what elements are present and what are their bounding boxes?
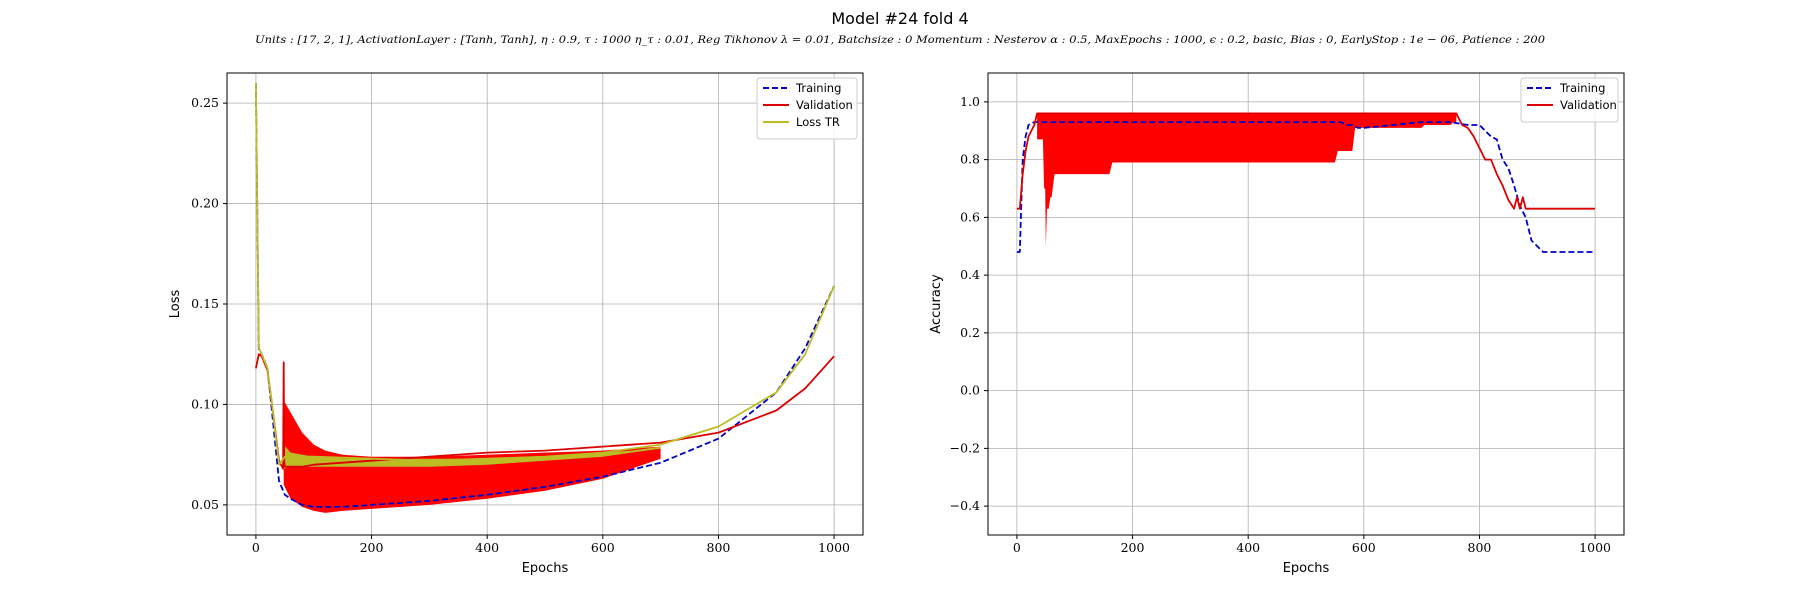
legend-label: Loss TR	[796, 115, 840, 129]
y-tick-label: 0.2	[960, 325, 980, 340]
figure-title: Model #24 fold 4	[831, 9, 968, 28]
x-tick-label: 0	[252, 540, 260, 555]
accuracy-series-validation	[1016, 112, 1596, 210]
loss-data-layer	[255, 82, 835, 513]
accuracy-data-layer	[1016, 112, 1596, 253]
accuracy-legend: Training Validation	[1520, 77, 1619, 123]
y-tick-label: 0.6	[960, 209, 980, 224]
legend-label: Validation	[1560, 98, 1617, 112]
x-tick-label: 200	[360, 540, 384, 555]
legend-label: Validation	[796, 98, 853, 112]
x-tick-label: 200	[1121, 540, 1145, 555]
x-tick-label: 400	[1236, 540, 1260, 555]
accuracy-axes-frame	[987, 72, 1625, 536]
x-tick-label: 600	[1352, 540, 1376, 555]
loss-legend: Training Validation Loss TR	[756, 77, 858, 140]
x-tick-label: 0	[1013, 540, 1021, 555]
y-tick-label: 0.8	[960, 152, 980, 167]
y-tick-label: 0.15	[191, 296, 219, 311]
loss-band-1	[283, 444, 661, 469]
figure-subtitle: Units : [17, 2, 1], ActivationLayer : [T…	[255, 34, 1545, 46]
y-tick-label: 0.0	[960, 383, 980, 398]
accuracy-chart: 0 200 400 600 800 1000 −0.4 −0.2 0.0 0.2 0.4 0.6 0.8…	[929, 72, 1625, 576]
x-tick-label: 400	[475, 540, 499, 555]
x-tick-label: 1000	[818, 540, 850, 555]
y-tick-label: −0.2	[950, 440, 980, 455]
loss-series-validation	[255, 353, 835, 470]
x-tick-label: 600	[591, 540, 615, 555]
loss-y-axis-label: Loss	[168, 290, 183, 319]
loss-x-axis-label: Epochs	[522, 561, 569, 576]
y-tick-label: −0.4	[950, 498, 980, 513]
x-tick-label: 800	[707, 540, 731, 555]
loss-band-0	[283, 400, 661, 513]
y-tick-label: 0.05	[191, 497, 219, 512]
loss-series-loss-tr	[255, 82, 835, 466]
loss-chart: 0 200 400 600 800 1000 0.05 0.10 0.15 0.20 0.25 Epo…	[168, 72, 864, 576]
accuracy-band-0	[1037, 113, 1457, 247]
accuracy-grid	[988, 73, 1624, 535]
x-tick-label: 800	[1468, 540, 1492, 555]
loss-series-training	[255, 82, 835, 508]
y-tick-label: 0.4	[960, 267, 980, 282]
y-tick-label: 0.10	[191, 396, 219, 411]
legend-frame	[756, 77, 858, 140]
accuracy-x-axis-label: Epochs	[1283, 561, 1330, 576]
y-tick-label: 0.20	[191, 196, 219, 211]
legend-label: Training	[795, 81, 841, 95]
accuracy-y-axis-label: Accuracy	[929, 274, 944, 334]
legend-label: Training	[1559, 81, 1605, 95]
x-tick-label: 1000	[1579, 540, 1611, 555]
y-tick-label: 0.25	[191, 95, 219, 110]
y-tick-label: 1.0	[960, 94, 980, 109]
